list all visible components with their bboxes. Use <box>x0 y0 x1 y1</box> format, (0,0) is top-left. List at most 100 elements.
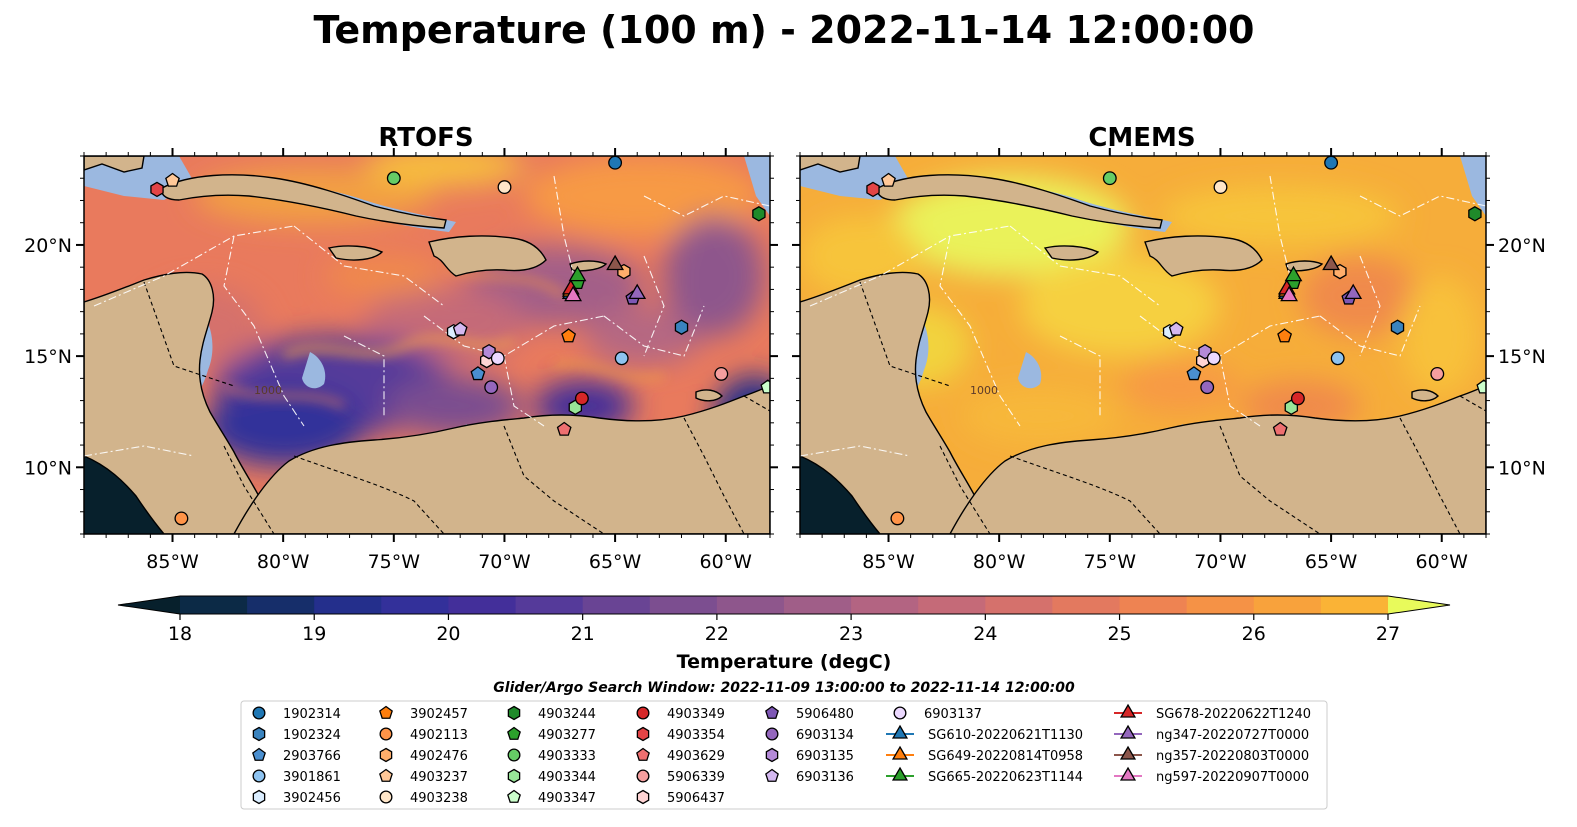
lat-tick-label: 15°N <box>1498 346 1546 368</box>
colorbar-bin <box>784 596 852 614</box>
float-marker-2903766[interactable] <box>1186 366 1202 381</box>
float-marker-6903136[interactable] <box>1168 321 1184 336</box>
float-marker-4903629[interactable] <box>556 421 572 436</box>
legend-entry-SG678-20220622T1240: SG678-20220622T1240 <box>1114 703 1311 722</box>
float-marker-6903137[interactable] <box>1206 351 1221 366</box>
float-marker-4903237[interactable] <box>881 172 896 187</box>
panel-title-rtofs: RTOFS <box>378 123 473 153</box>
legend-entry-ng357-20220803T0000: ng357-20220803T0000 <box>1114 745 1309 764</box>
colorbar-bin <box>582 596 651 614</box>
colorbar-tick-label: 22 <box>705 623 729 645</box>
float-marker-3901861[interactable] <box>1330 351 1345 366</box>
float-marker-ng347-20220727T0000[interactable] <box>1344 283 1363 300</box>
float-marker-1902324[interactable] <box>674 319 689 335</box>
legend-entry-4903277: 4903277 <box>507 726 596 743</box>
float-marker-6903134[interactable] <box>1200 380 1215 395</box>
float-marker-4903629[interactable] <box>1272 421 1288 436</box>
colorbar-bin <box>515 596 584 614</box>
lat-tick-label: 10°N <box>24 457 72 479</box>
float-marker-4903238[interactable] <box>1213 180 1228 195</box>
float-marker-4902113[interactable] <box>174 511 189 526</box>
lon-tick-label: 80°W <box>257 551 310 573</box>
lon-tick-label: 65°W <box>1305 551 1358 573</box>
legend-entry-4903238: 4903238 <box>379 790 468 806</box>
float-marker-3901861[interactable] <box>614 351 629 366</box>
float-marker-4903354[interactable] <box>150 181 164 198</box>
lat-tick-label: 10°N <box>1498 457 1546 479</box>
colorbar-bin <box>448 596 516 614</box>
float-marker-3902457[interactable] <box>1277 328 1293 343</box>
float-marker-6903137[interactable] <box>490 351 505 366</box>
legend-entry-4903354: 4903354 <box>636 726 725 743</box>
legend-label: 4903244 <box>538 707 596 722</box>
legend-label: 4903237 <box>410 770 468 785</box>
legend-label: 4902113 <box>410 728 468 743</box>
lon-tick-label: 85°W <box>146 551 199 573</box>
float-marker-4903238[interactable] <box>497 180 512 195</box>
legend-label: 6903136 <box>796 770 854 785</box>
float-marker-2903766[interactable] <box>470 366 486 381</box>
float-marker-SG665-20220623T1144[interactable] <box>1284 265 1303 282</box>
legend-label: 4903347 <box>538 791 596 806</box>
float-marker-4903333[interactable] <box>1102 171 1117 186</box>
legend-label: 6903134 <box>796 728 854 743</box>
float-marker-4903237[interactable] <box>165 172 180 187</box>
float-marker-4903347[interactable] <box>1476 379 1490 394</box>
lon-tick-label: 75°W <box>368 551 421 573</box>
float-marker-ng357-20220803T0000[interactable] <box>1322 254 1341 271</box>
colorbar-bin <box>1253 596 1322 614</box>
colorbar-tick-label: 27 <box>1376 623 1400 645</box>
legend-label: SG610-20220621T1130 <box>928 728 1083 743</box>
float-marker-4903347[interactable] <box>760 379 774 394</box>
float-marker-6903136[interactable] <box>452 321 468 336</box>
float-marker-4903349[interactable] <box>574 391 589 406</box>
lon-tick-label: 70°W <box>1194 551 1247 573</box>
float-marker-1902324[interactable] <box>1390 319 1405 335</box>
colorbar-bin <box>918 596 986 614</box>
float-marker-5906339[interactable] <box>714 366 729 381</box>
float-marker-4903244[interactable] <box>1468 206 1482 222</box>
float-marker-4903354[interactable] <box>866 181 880 198</box>
float-marker-4903244[interactable] <box>752 206 766 222</box>
legend-entry-6903137: 6903137 <box>893 706 982 722</box>
float-marker-4902113[interactable] <box>890 511 905 526</box>
colorbar-extend-low <box>118 596 180 614</box>
colorbar-tick-label: 23 <box>839 623 863 645</box>
legend-label: 4903349 <box>667 707 725 722</box>
legend-label: 1902324 <box>283 728 341 743</box>
float-marker-5906339[interactable] <box>1430 366 1445 381</box>
lon-tick-label: 60°W <box>1416 551 1469 573</box>
colorbar-bin <box>247 596 315 614</box>
colorbar-tick-label: 19 <box>302 623 326 645</box>
float-marker-ng347-20220727T0000[interactable] <box>628 283 647 300</box>
float-marker-ng597-20220907T0000[interactable] <box>564 285 583 302</box>
float-marker-6903134[interactable] <box>484 380 499 395</box>
colorbar-label: Temperature (degC) <box>677 651 892 673</box>
float-marker-3902457[interactable] <box>561 328 577 343</box>
legend-entry-SG665-20220623T1144: SG665-20220623T1144 <box>886 766 1083 785</box>
colorbar-bin <box>851 596 919 614</box>
legend-label: 1902314 <box>283 707 341 722</box>
legend-label: ng597-20220907T0000 <box>1156 770 1309 785</box>
legend-label: 2903766 <box>283 749 341 764</box>
float-marker-SG665-20220623T1144[interactable] <box>568 265 587 282</box>
colorbar-tick-label: 21 <box>571 623 595 645</box>
isobath-label: 1000 <box>254 384 282 397</box>
float-marker-4903333[interactable] <box>386 171 401 186</box>
legend-entry-4903344: 4903344 <box>507 768 596 785</box>
lon-tick-label: 75°W <box>1084 551 1137 573</box>
float-marker-1902314[interactable] <box>608 156 623 170</box>
legend-entry-5906339: 5906339 <box>636 769 725 785</box>
float-marker-ng597-20220907T0000[interactable] <box>1280 285 1299 302</box>
legend-entry-1902324: 1902324 <box>252 726 341 743</box>
colorbar-tick-label: 18 <box>168 623 192 645</box>
legend-label: ng357-20220803T0000 <box>1156 749 1309 764</box>
float-marker-4903349[interactable] <box>1290 391 1305 406</box>
float-marker-ng357-20220803T0000[interactable] <box>606 254 625 271</box>
legend-label: 5906480 <box>796 707 854 722</box>
colorbar-bin <box>985 596 1053 614</box>
legend-label: 3901861 <box>283 770 341 785</box>
float-marker-1902314[interactable] <box>1324 156 1339 170</box>
legend-entry-ng597-20220907T0000: ng597-20220907T0000 <box>1114 766 1309 785</box>
legend-entry-3902456: 3902456 <box>252 789 341 806</box>
